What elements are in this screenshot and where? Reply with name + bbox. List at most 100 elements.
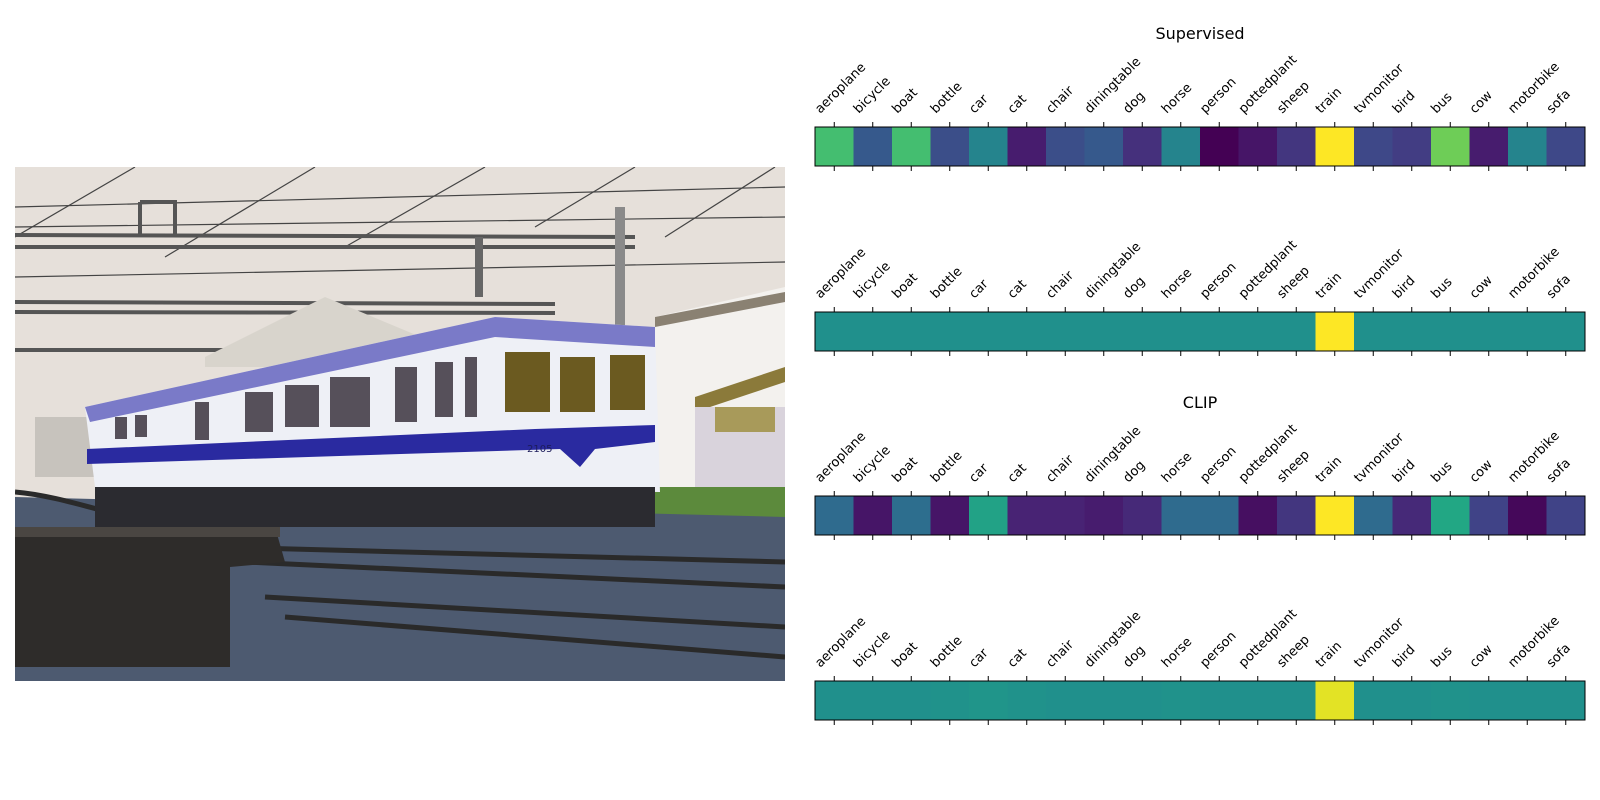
heatmap-cell (969, 312, 1008, 351)
train: 2105 (85, 317, 660, 527)
heatmap-cell (1123, 496, 1162, 535)
heatmap-cell (1469, 496, 1509, 535)
x-tick-label: sofa (1544, 456, 1574, 486)
heatmap-cell (1084, 127, 1124, 166)
heatmap-cell (1084, 312, 1124, 351)
train-number: 2105 (527, 444, 552, 455)
heatmap-cell (1161, 681, 1201, 720)
heatmap-cell (853, 681, 893, 720)
heatmap-cell (815, 312, 854, 351)
heatmap-cell (1431, 496, 1470, 535)
heatmap-cell (969, 681, 1008, 720)
heatmap-cell (1084, 681, 1124, 720)
heatmap-cell (1200, 496, 1239, 535)
rails (15, 489, 785, 660)
x-tick-label: dog (1120, 643, 1148, 671)
heatmap-cell (1508, 681, 1547, 720)
x-tick-label: bird (1390, 88, 1418, 116)
heatmap-cell (1354, 312, 1393, 351)
train-stripe (87, 425, 655, 467)
x-tick-label: chair (1043, 83, 1077, 117)
x-tick-label: bird (1390, 457, 1418, 485)
heatmap-cell (1354, 127, 1393, 166)
platform (15, 527, 285, 667)
heatmap-cell (1238, 681, 1278, 720)
x-tick-label: dog (1120, 89, 1148, 117)
heatmap-cell (853, 127, 893, 166)
x-tick-label: car (966, 276, 992, 302)
x-tick-label: sheep (1274, 447, 1312, 485)
x-tick-label: train (1313, 454, 1345, 486)
heatmap-cell (1200, 127, 1239, 166)
heatmap-cell (892, 681, 931, 720)
heatmap-cell (1007, 312, 1047, 351)
x-tick-label: bus (1428, 90, 1455, 117)
heatmap-cell (969, 496, 1008, 535)
heatmap-title: Supervised (1155, 24, 1244, 43)
catenary-pole (615, 207, 625, 342)
x-tick-label: dog (1120, 458, 1148, 486)
x-tick-label: dog (1120, 274, 1148, 302)
heatmap-title: CLIP (1183, 393, 1218, 412)
x-tick-label: car (966, 645, 992, 671)
heatmap-cell (1123, 127, 1162, 166)
heatmap-cell (1315, 127, 1355, 166)
heatmap-cell (1277, 312, 1316, 351)
heatmap-cell (1431, 127, 1470, 166)
x-tick-label: bottle (928, 79, 965, 116)
heatmap-cell (1508, 127, 1547, 166)
heatmap-cell (1277, 496, 1316, 535)
x-tick-label: car (966, 91, 992, 117)
heatmap-cell (1238, 496, 1278, 535)
train-undercarriage (95, 487, 655, 527)
heatmap-cell (1546, 496, 1586, 535)
heatmap-cell (1161, 127, 1201, 166)
heatmap-cell (815, 681, 854, 720)
x-tick-label: bird (1390, 642, 1418, 670)
x-tick-label: boat (889, 271, 920, 302)
heatmap-cell (853, 312, 893, 351)
x-tick-label: sheep (1274, 632, 1312, 670)
heatmap-cell (1123, 681, 1162, 720)
heatmap-cell (892, 127, 931, 166)
heatmap-cell (930, 681, 970, 720)
heatmap-cell (930, 496, 970, 535)
x-tick-label: bus (1428, 644, 1455, 671)
heatmap-cell (930, 127, 970, 166)
x-tick-label: sheep (1274, 263, 1312, 301)
x-tick-label: cow (1467, 273, 1496, 302)
heatmap-cell (1546, 127, 1586, 166)
x-tick-label: sofa (1544, 87, 1574, 117)
x-tick-label: sheep (1274, 78, 1312, 116)
x-tick-label: bottle (928, 633, 965, 670)
heatmap-cell (815, 127, 854, 166)
heatmap-cell (853, 496, 893, 535)
x-tick-label: person (1197, 629, 1239, 671)
x-tick-label: person (1197, 75, 1239, 117)
x-tick-label: cow (1467, 642, 1496, 671)
heatmap-cell (1508, 312, 1547, 351)
x-tick-label: horse (1159, 266, 1195, 302)
heatmap-cell (1084, 496, 1124, 535)
heatmap-cell (1161, 496, 1201, 535)
heatmap-frame (814, 311, 1586, 352)
heatmap-cell (1200, 312, 1239, 351)
x-tick-label: bird (1390, 273, 1418, 301)
heatmap-cell (1392, 496, 1432, 535)
heatmap-cell (1200, 681, 1239, 720)
x-tick-label: train (1313, 85, 1345, 117)
x-tick-label: chair (1043, 452, 1077, 486)
heatmap-cell (1007, 681, 1047, 720)
x-tick-label: horse (1159, 635, 1195, 671)
x-tick-label: cat (1005, 461, 1030, 486)
x-tick-label: cow (1467, 88, 1496, 117)
heatmap-frame (814, 126, 1586, 167)
x-tick-label: train (1313, 270, 1345, 302)
heatmap-cell (892, 312, 931, 351)
x-tick-label: cow (1467, 457, 1496, 486)
train-photo: 2105 (15, 167, 785, 681)
